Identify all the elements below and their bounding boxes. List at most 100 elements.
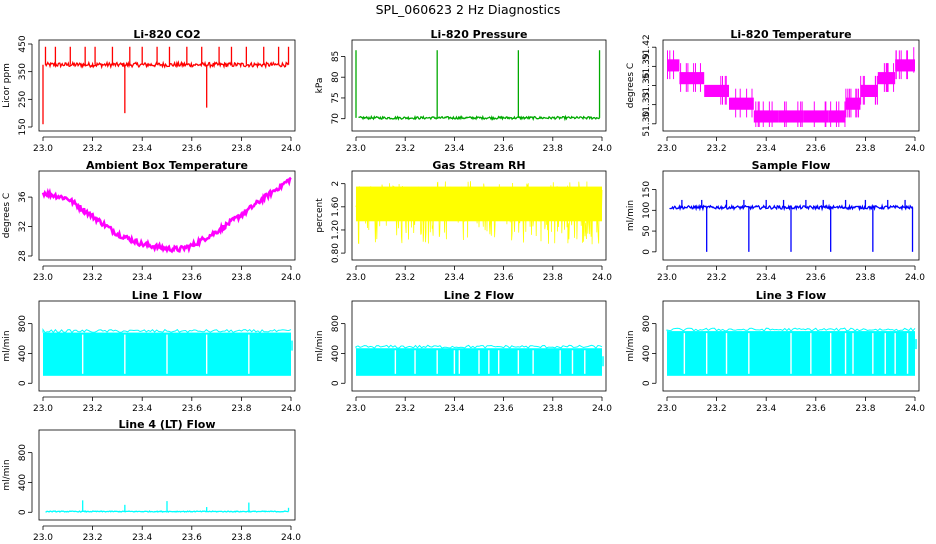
y-tick-label: 1.60 <box>331 197 341 217</box>
x-tick-label: 24.0 <box>905 404 925 414</box>
x-tick-label: 24.0 <box>281 404 301 414</box>
chart-panel-5: Gas Stream RH percent 23.0 23.2 23.4 23.6 23.8… <box>315 159 612 283</box>
x-tick-label: 23.6 <box>806 273 826 283</box>
y-axis-label: ml/min <box>315 330 325 361</box>
x-tick-label: 23.0 <box>33 273 53 283</box>
x-tick-label: 23.6 <box>494 144 514 154</box>
series-line-4 <box>45 500 290 513</box>
series-line <box>669 203 914 212</box>
chart-panel-9: Line 3 Flow ml/min 23.0 23.2 23.4 23.6 23.8 24.… <box>626 289 925 414</box>
y-tick-label: 100 <box>642 201 652 218</box>
x-tick-label: 24.0 <box>905 273 925 283</box>
y-tick-label: 2 <box>331 181 341 187</box>
chart-panel-6: Sample Flow ml/min 23.0 23.2 23.4 23.6 23.8 24.… <box>626 159 925 283</box>
y-tick-label: 0 <box>18 509 28 515</box>
y-axis-label: ml/min <box>626 330 636 361</box>
x-tick-label: 23.4 <box>132 144 152 154</box>
x-tick-label: 24.0 <box>592 144 612 154</box>
series-rh <box>355 181 603 245</box>
y-tick-label: 0 <box>331 380 341 386</box>
chart-title: Line 1 Flow <box>132 289 202 302</box>
y-tick-label: 51.39 <box>642 53 652 79</box>
y-axis: 150 250 350 450 <box>18 35 33 136</box>
series-co2 <box>42 46 290 125</box>
x-tick-label: 23.4 <box>756 144 776 154</box>
y-tick-label: 85 <box>331 51 341 62</box>
series-line <box>355 181 603 245</box>
y-axis-label: degrees C <box>626 63 636 108</box>
series-line <box>358 114 600 122</box>
step-block <box>679 72 705 85</box>
x-tick-label: 23.6 <box>182 144 202 154</box>
y-tick-label: 51.33 <box>642 92 652 118</box>
step-block <box>729 97 754 110</box>
series-line <box>41 176 292 254</box>
y-tick-label: 0.80 <box>331 243 341 263</box>
x-tick-label: 23.8 <box>855 404 875 414</box>
plot-frame <box>351 39 607 132</box>
x-axis: 23.0 23.2 23.4 23.6 23.8 24.0 <box>33 396 301 414</box>
y-tick-label: 75 <box>331 92 341 103</box>
plot-frame <box>351 170 607 261</box>
y-axis: 0 400 800 <box>642 315 657 386</box>
series-line <box>44 60 290 70</box>
series-sample-flow <box>669 199 914 252</box>
y-tick-label: 150 <box>18 118 28 135</box>
x-tick-label: 23.6 <box>806 404 826 414</box>
x-tick-label: 23.2 <box>707 273 727 283</box>
y-tick-label: 28 <box>18 250 28 262</box>
x-tick-label: 23.4 <box>132 273 152 283</box>
y-axis: 0 400 800 <box>331 315 346 386</box>
x-tick-label: 23.6 <box>182 404 202 414</box>
y-axis: 70 75 80 85 <box>331 51 346 125</box>
x-tick-label: 23.0 <box>33 533 53 540</box>
x-tick-label: 23.6 <box>494 273 514 283</box>
x-tick-label: 23.8 <box>231 144 251 154</box>
plot-frame <box>351 300 607 392</box>
x-tick-label: 23.6 <box>182 533 202 540</box>
x-tick-label: 23.0 <box>33 144 53 154</box>
y-tick-label: 51.36 <box>642 72 652 98</box>
series-line-2 <box>355 344 604 376</box>
x-tick-label: 23.4 <box>444 144 464 154</box>
y-tick-label: 400 <box>642 345 652 362</box>
y-tick-label: 51.42 <box>642 34 652 60</box>
y-tick-label: 51.30 <box>642 111 652 137</box>
chart-title: Li-820 Pressure <box>431 28 528 41</box>
chart-panel-2: Li-820 Pressure kPa 23.0 23.2 23.4 23.6 23.8 24… <box>315 28 612 154</box>
x-tick-label: 23.2 <box>83 273 103 283</box>
x-tick-label: 23.6 <box>494 404 514 414</box>
y-axis-label: Licor ppm <box>2 63 12 108</box>
x-tick-label: 23.0 <box>346 144 366 154</box>
y-tick-label: 32 <box>18 221 28 232</box>
x-axis: 23.0 23.2 23.4 23.6 23.8 24.0 <box>33 265 301 283</box>
x-axis: 23.0 23.2 23.4 23.6 23.8 24.0 <box>33 136 301 154</box>
y-tick-label: 800 <box>18 444 28 461</box>
y-tick-label: 50 <box>642 225 652 237</box>
chart-panel-4: Ambient Box Temperature degrees C 23.0 23.2… <box>2 159 301 283</box>
chart-title: Line 4 (LT) Flow <box>119 418 216 431</box>
y-tick-label: 400 <box>18 345 28 362</box>
x-tick-label: 23.4 <box>444 273 464 283</box>
chart-panel-8: Line 2 Flow ml/min 23.0 23.2 23.4 23.6 23.8 24.… <box>315 289 612 414</box>
step-block <box>803 110 829 123</box>
x-tick-label: 23.0 <box>346 273 366 283</box>
x-tick-label: 23.4 <box>132 404 152 414</box>
x-tick-label: 23.6 <box>182 273 202 283</box>
x-tick-label: 23.4 <box>132 533 152 540</box>
x-tick-label: 23.0 <box>657 404 677 414</box>
x-tick-label: 23.4 <box>756 404 776 414</box>
y-tick-label: 70 <box>331 113 341 125</box>
plot-frame <box>38 170 296 261</box>
x-tick-label: 23.8 <box>543 273 563 283</box>
series-pressure <box>355 50 601 122</box>
y-tick-label: 1.20 <box>331 220 341 240</box>
x-tick-label: 23.8 <box>855 273 875 283</box>
x-tick-label: 23.2 <box>83 404 103 414</box>
y-tick-label: 0 <box>18 380 28 386</box>
x-tick-label: 23.2 <box>395 404 415 414</box>
y-axis-label: kPa <box>315 78 325 94</box>
